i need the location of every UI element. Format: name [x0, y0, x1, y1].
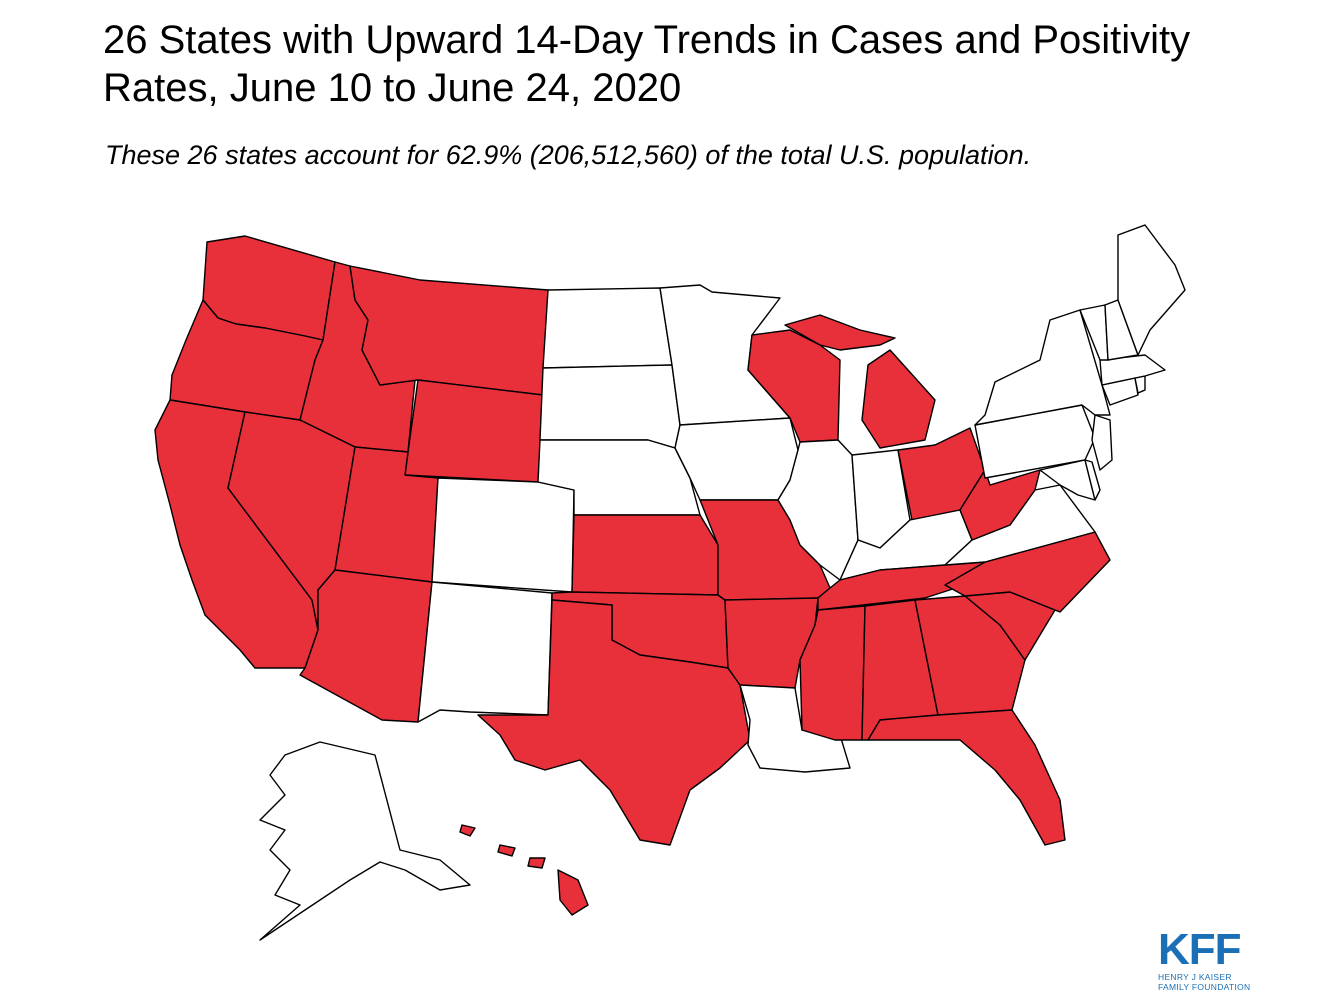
state-co: [431, 477, 575, 593]
map-subtitle: These 26 states account for 62.9% (206,5…: [105, 140, 1032, 170]
state-wy: [404, 379, 544, 483]
logo-line-2: FAMILY FOUNDATION: [1158, 982, 1251, 992]
state-mi-up: [784, 314, 896, 351]
state-tx: [477, 599, 751, 846]
state-mt: [349, 265, 549, 396]
state-sd: [539, 364, 681, 449]
logo-line-1: HENRY J KAISER: [1158, 972, 1232, 982]
state-fl: [867, 709, 1066, 846]
state-nm: [417, 581, 553, 723]
map-title: 26 States with Upward 14-Day Trends in C…: [103, 18, 1191, 110]
state-hi: [459, 824, 589, 916]
state-la: [739, 684, 851, 773]
kff-logo: KFF HENRY J KAISER FAMILY FOUNDATION: [1158, 925, 1268, 993]
state-me: [1117, 224, 1186, 356]
state-md: [1039, 459, 1096, 501]
state-mi: [861, 349, 936, 449]
state-il: [777, 439, 859, 581]
state-az: [299, 569, 433, 723]
state-de: [1084, 459, 1101, 501]
logo-mark: KFF: [1158, 925, 1242, 974]
state-nj: [1091, 414, 1113, 471]
state-ak: [259, 741, 471, 941]
state-nd: [542, 287, 673, 369]
state-ma: [1099, 354, 1166, 386]
state-ia: [674, 417, 799, 501]
state-ks: [571, 514, 719, 596]
